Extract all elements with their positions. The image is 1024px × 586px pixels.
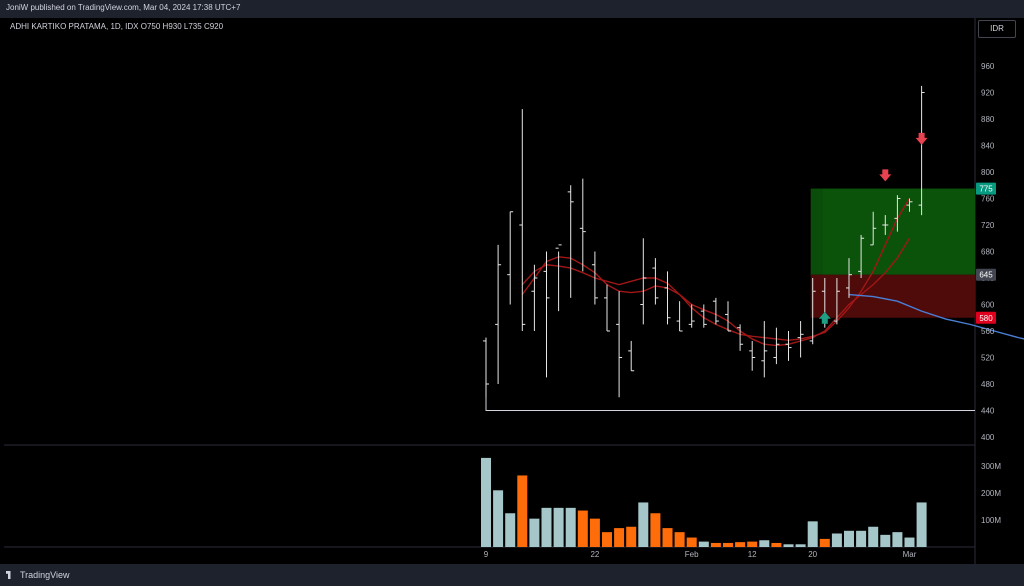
volume-bar xyxy=(868,526,879,547)
baseline-line xyxy=(485,337,975,411)
volume-bar xyxy=(856,530,867,547)
open-value: 750 xyxy=(146,22,161,31)
volume-bar xyxy=(626,526,637,547)
time-tick-label: Feb xyxy=(685,550,699,559)
tradingview-icon xyxy=(6,571,11,579)
price-tick-label: 560 xyxy=(981,327,995,336)
currency-button[interactable]: IDR xyxy=(978,20,1016,38)
volume-bar xyxy=(723,542,733,547)
price-tick-label: 440 xyxy=(981,407,995,416)
price-tick-label: 800 xyxy=(981,168,995,177)
time-tick-label: 9 xyxy=(484,550,489,559)
price-tag-box xyxy=(976,268,996,281)
time-tick-label: 20 xyxy=(808,550,817,559)
volume-bar xyxy=(662,528,673,547)
tradingview-logo[interactable]: TradingView xyxy=(6,570,70,580)
high-value: 930 xyxy=(168,22,182,31)
price-tick-label: 400 xyxy=(981,433,995,442)
price-tick-label: 920 xyxy=(981,89,995,98)
price-tag-box xyxy=(976,311,996,324)
low-value: 735 xyxy=(188,22,202,31)
top-bar: JoniW published on TradingView.com, Mar … xyxy=(0,0,1024,18)
arrow-down-icon xyxy=(879,169,892,182)
high-label: H xyxy=(162,22,169,31)
volume-bar xyxy=(686,537,697,547)
volume-bar xyxy=(517,475,528,547)
price-tick-label: 520 xyxy=(981,354,995,363)
price-tick-label: 840 xyxy=(981,142,995,151)
volume-tick-label: 300M xyxy=(981,462,1001,471)
target-zone-inner xyxy=(822,188,975,275)
volume-bar xyxy=(529,518,540,547)
published-caption: JoniW published on TradingView.com, Mar … xyxy=(6,3,241,12)
stop-zone xyxy=(810,274,975,318)
volume-bar xyxy=(589,518,600,547)
volume-bar xyxy=(904,537,915,547)
price-tick-label: 960 xyxy=(981,62,995,71)
volume-bar xyxy=(807,521,818,547)
volume-bar xyxy=(614,528,625,547)
arrow-down-icon xyxy=(915,132,928,145)
price-tick-label: 600 xyxy=(981,301,995,310)
volume-bar xyxy=(759,540,770,547)
time-tick-label: 12 xyxy=(748,550,757,559)
volume-bar xyxy=(880,534,891,547)
volume-bar xyxy=(565,507,576,547)
volume-bar xyxy=(698,541,709,547)
volume-bar xyxy=(916,502,927,547)
volume-tick-label: 100M xyxy=(981,516,1001,525)
volume-bar xyxy=(638,502,649,547)
volume-bar xyxy=(577,510,588,547)
volume-bar xyxy=(553,507,564,547)
price-tag-box xyxy=(976,182,996,195)
close-label: C xyxy=(203,22,210,31)
price-tick-label: 720 xyxy=(981,221,995,230)
price-tag-label: 645 xyxy=(979,271,993,280)
volume-bar xyxy=(844,530,854,547)
volume-bar xyxy=(505,513,516,547)
price-tick-label: 480 xyxy=(981,380,995,389)
price-tag-label: 580 xyxy=(979,314,993,323)
ma-blue-line xyxy=(848,293,1024,340)
price-tag-label: 775 xyxy=(979,185,993,194)
volume-bar xyxy=(674,532,685,547)
volume-bar xyxy=(783,544,794,547)
volume-bar xyxy=(481,457,491,547)
volume-bar xyxy=(710,542,721,547)
volume-bar xyxy=(819,538,830,547)
volume-tick-label: 200M xyxy=(981,489,1001,498)
close-value: 920 xyxy=(209,22,224,31)
volume-bar xyxy=(795,544,806,547)
price-tick-label: 760 xyxy=(981,195,995,204)
volume-bar xyxy=(771,542,782,547)
volume-bar xyxy=(602,532,612,547)
volume-bar xyxy=(650,513,661,547)
volume-bar xyxy=(735,542,746,547)
price-tick-label: 680 xyxy=(981,248,995,257)
low-label: L xyxy=(183,22,189,31)
volume-bar xyxy=(493,490,504,547)
brand-label: TradingView xyxy=(20,570,70,580)
time-tick-label: 22 xyxy=(590,550,599,559)
volume-bar xyxy=(541,507,552,547)
volume-bar xyxy=(831,533,842,547)
price-tick-label: 880 xyxy=(981,115,995,124)
symbol-legend: ADHI KARTIKO PRATAMA, 1D, IDX O750 H930 … xyxy=(10,22,223,31)
time-tick-label: Mar xyxy=(903,550,917,559)
symbol-name: ADHI KARTIKO PRATAMA, 1D, IDX xyxy=(10,22,139,31)
volume-bar xyxy=(892,532,903,547)
bottom-bar: TradingView xyxy=(0,564,1024,586)
volume-bar xyxy=(747,541,758,547)
open-label: O xyxy=(140,22,147,31)
arrow-up-icon xyxy=(818,311,831,324)
